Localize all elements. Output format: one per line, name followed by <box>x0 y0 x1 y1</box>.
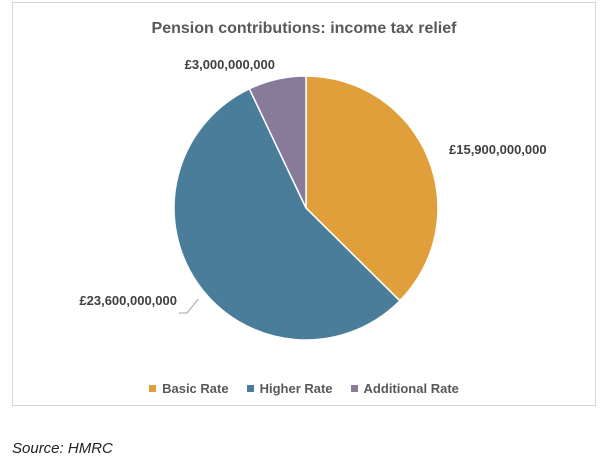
data-label-additional-rate: £3,000,000,000 <box>185 57 275 72</box>
data-label-basic-rate: £15,900,000,000 <box>449 142 547 157</box>
legend-label-higher-rate: Higher Rate <box>259 381 333 396</box>
legend-swatch-basic-rate <box>149 385 157 392</box>
chart-title: Pension contributions: income tax relief <box>151 20 457 37</box>
legend-swatch-additional-rate <box>350 385 358 392</box>
legend-item-additional-rate: Additional Rate <box>350 381 459 396</box>
legend-item-higher-rate: Higher Rate <box>246 381 333 396</box>
legend-swatch-higher-rate <box>246 385 254 392</box>
leader-line-higher-rate <box>179 298 199 314</box>
pie-chart: £15,900,000,000 £23,600,000,000 £3,000,000… <box>79 57 547 341</box>
pie-slice-basic-rate <box>305 75 439 302</box>
legend-item-basic-rate: Basic Rate <box>149 381 229 396</box>
legend-label-basic-rate: Basic Rate <box>162 381 229 396</box>
chart-legend: Basic Rate Higher Rate Additional Rate <box>13 381 595 396</box>
pie-slice-higher-rate <box>173 87 401 341</box>
legend-label-additional-rate: Additional Rate <box>363 381 459 396</box>
data-label-higher-rate: £23,600,000,000 <box>79 293 177 308</box>
chart-area: Pension contributions: income tax relief… <box>12 2 596 406</box>
pie-slice-additional-rate <box>248 75 307 209</box>
source-note: Source: HMRC <box>12 440 113 457</box>
